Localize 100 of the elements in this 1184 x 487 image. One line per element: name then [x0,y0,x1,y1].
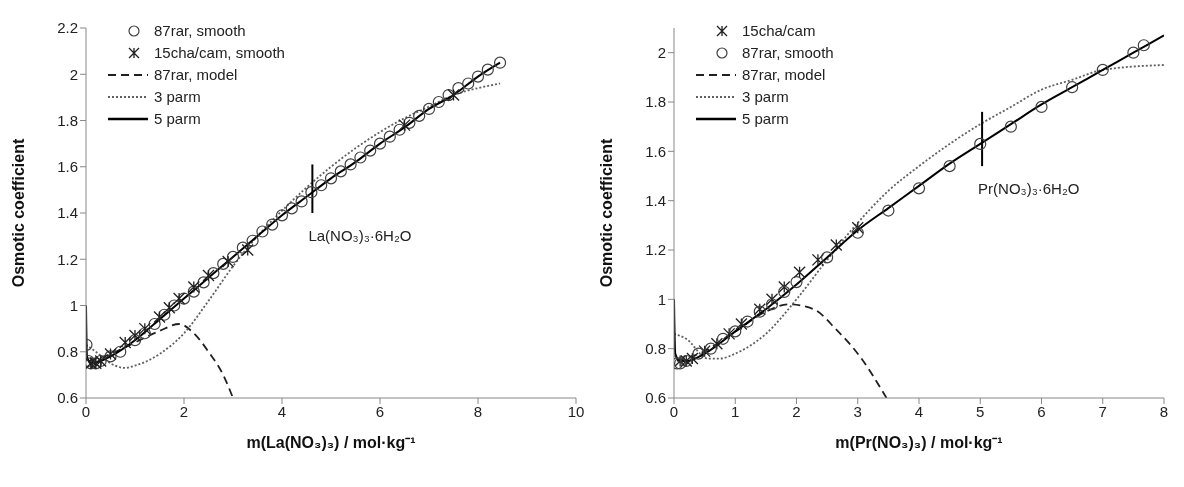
point [128,334,142,347]
point [266,218,279,231]
legend-label: 3 parm [742,87,789,107]
point [493,56,507,69]
point [236,241,249,254]
y-tick-label: 1 [657,290,666,308]
y-tick-label: 0.8 [57,343,78,361]
x-tick-label: 2 [179,402,189,420]
point [315,179,328,192]
point [138,327,151,340]
point [187,280,200,294]
x-tick-label: 4 [277,402,287,420]
point [422,102,436,116]
y-tick-label: 2.2 [57,19,78,37]
point [704,342,717,355]
point [295,195,308,208]
y-tick-label: 0.6 [645,389,666,407]
y-tick-label: 1.6 [57,158,78,176]
legend-label: 87rar, smooth [154,21,246,41]
point [735,317,748,331]
point [403,116,416,129]
annotation: Pr(NO₃)₃·6H₂O [978,180,1080,198]
point [442,88,455,102]
point [168,299,181,312]
point [1004,120,1017,133]
y-tick-label: 1.8 [57,111,78,129]
point [698,344,711,358]
point [1127,46,1140,59]
y-tick-label: 1.4 [57,204,78,222]
legend-label: 87rar, model [154,65,238,85]
point [334,165,347,178]
point [710,337,724,350]
point [432,95,445,109]
point [830,238,843,252]
point [741,315,754,328]
point [324,172,338,185]
point [1066,81,1079,94]
legend-label: 15cha/cam [742,21,816,41]
x-tick-label: 7 [1098,402,1107,420]
point [692,347,705,360]
legend-label: 87rar, model [742,65,826,85]
y-tick-label: 1.4 [645,191,666,209]
point [373,137,387,150]
point [364,144,377,157]
point [793,266,806,279]
y-tick-label: 1 [69,296,78,314]
point [851,226,864,239]
y-axis-title: Osmotic coefficient [9,138,27,288]
point [398,118,411,132]
point [778,285,791,299]
x-tick-label: 8 [1159,402,1169,420]
point [153,310,166,324]
point [729,325,742,338]
point [811,253,825,267]
x-tick-label: 0 [669,402,679,420]
point [1035,100,1048,114]
x-tick-label: 5 [976,402,985,420]
legend-label: 15cha/cam, smooth [154,43,285,63]
legend-label: 5 parm [154,109,201,129]
legend-label: 5 parm [742,109,789,129]
x-tick-label: 8 [473,402,483,420]
y-tick-label: 0.6 [57,389,78,407]
y-tick-label: 1.6 [645,142,666,160]
point [462,77,475,90]
point [354,151,367,164]
x-tick-label: 2 [792,402,801,420]
point [187,285,200,298]
point [686,352,699,365]
point [246,234,259,247]
x-tick-label: 1 [731,402,740,420]
point [851,221,864,234]
point [722,327,736,341]
legend-label: 3 parm [154,87,201,107]
point [974,137,987,151]
point [1096,63,1109,77]
x-tick-label: 0 [81,402,91,420]
point [778,280,791,294]
point [882,204,895,217]
x-tick-label: 3 [853,402,862,420]
point [207,267,220,280]
point [158,308,171,321]
y-axis-title: Osmotic coefficient [597,138,615,288]
point [128,329,142,342]
legend-label: 87rar, smooth [742,43,834,63]
annotation: La(NO₃)₃·6H₂O [308,227,412,244]
point [138,322,151,335]
point [716,332,730,345]
point [172,292,186,305]
point [148,317,161,331]
point [305,186,318,199]
x-tick-label: 6 [375,402,385,420]
x-axis-title: m(Pr(NO₃)₃) / mol·kg⁻¹ [835,434,1003,451]
point [119,336,132,349]
point [413,109,426,122]
point [393,123,406,136]
x-tick-label: 10 [567,402,585,420]
point [481,63,494,76]
point [202,269,215,282]
point [383,130,396,143]
point [197,276,210,289]
